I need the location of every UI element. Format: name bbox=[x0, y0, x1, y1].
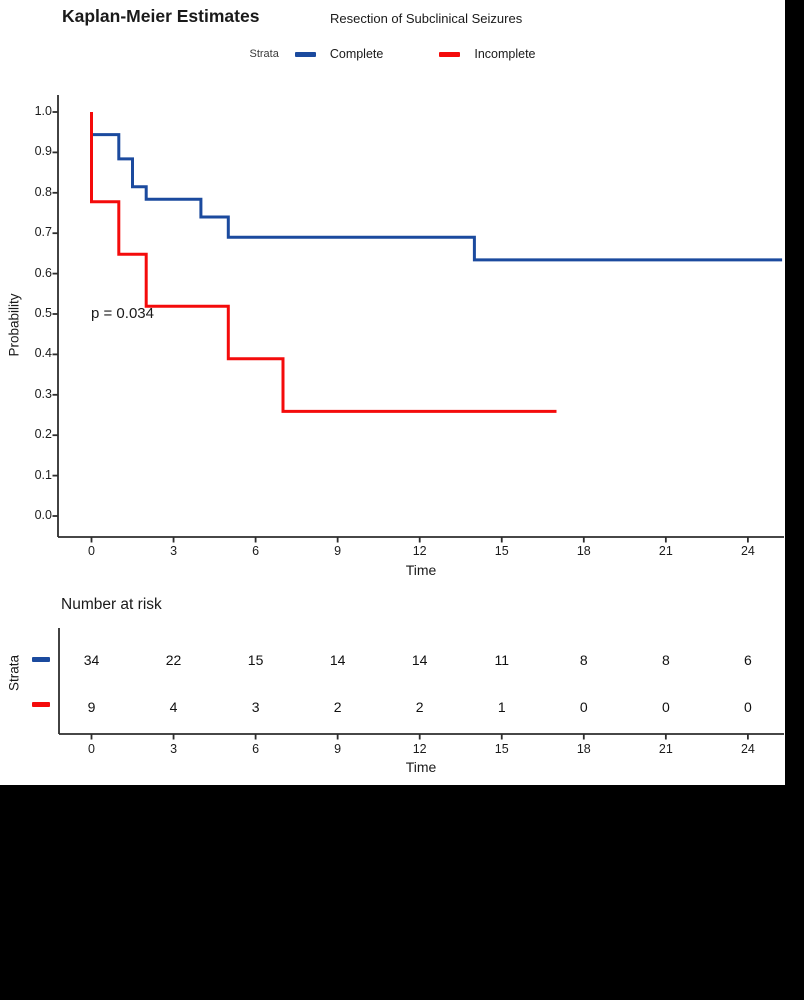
legend: Strata Complete Incomplete bbox=[0, 47, 785, 61]
risk-count-complete: 14 bbox=[329, 652, 346, 668]
x-tick-label: 15 bbox=[494, 544, 509, 558]
legend-item-incomplete: Incomplete bbox=[439, 47, 536, 61]
risk-count-incomplete: 3 bbox=[251, 699, 260, 715]
chart-title: Kaplan-Meier Estimates bbox=[62, 6, 260, 26]
risk-count-complete: 15 bbox=[247, 652, 264, 668]
legend-title: Strata bbox=[249, 48, 279, 60]
km-plot-svg bbox=[52, 95, 784, 740]
risk-count-complete: 22 bbox=[165, 652, 182, 668]
x-axis-title: Time bbox=[405, 562, 437, 578]
risk-x-tick-label: 9 bbox=[334, 742, 342, 756]
risk-table-title: Number at risk bbox=[61, 596, 162, 613]
x-tick-label: 24 bbox=[740, 544, 755, 558]
risk-count-complete: 11 bbox=[494, 652, 510, 668]
y-tick-label: 0.6 bbox=[34, 265, 52, 280]
risk-count-incomplete: 2 bbox=[415, 699, 424, 715]
x-tick-label: 21 bbox=[658, 544, 673, 558]
survival-curve-complete bbox=[91, 133, 783, 262]
risk-x-tick-label: 18 bbox=[576, 742, 591, 756]
x-tick-label: 6 bbox=[252, 544, 260, 558]
risk-row-complete-swatch-icon bbox=[32, 657, 50, 662]
risk-count-incomplete: 4 bbox=[169, 699, 178, 715]
risk-row-incomplete-swatch-icon bbox=[32, 702, 50, 707]
risk-x-tick-label: 12 bbox=[412, 742, 427, 756]
risk-x-tick-label: 3 bbox=[170, 742, 178, 756]
y-tick-label: 0.1 bbox=[34, 467, 52, 482]
risk-x-tick-label: 15 bbox=[494, 742, 509, 756]
risk-count-complete: 8 bbox=[579, 652, 588, 668]
risk-count-complete: 34 bbox=[83, 652, 100, 668]
legend-item-complete: Complete bbox=[294, 47, 384, 61]
y-tick-label: 0.4 bbox=[34, 346, 52, 361]
risk-count-incomplete: 9 bbox=[87, 699, 96, 715]
y-tick-label: 1.0 bbox=[34, 104, 52, 118]
risk-x-tick-label: 6 bbox=[252, 742, 260, 756]
chart-subtitle: Resection of Subclinical Seizures bbox=[330, 11, 523, 26]
plot-sheet: Kaplan-Meier Estimates Resection of Subc… bbox=[0, 0, 785, 785]
incomplete-line-swatch-icon bbox=[439, 51, 461, 57]
risk-count-incomplete: 1 bbox=[497, 699, 506, 715]
risk-x-tick-label: 24 bbox=[740, 742, 755, 756]
risk-count-incomplete: 0 bbox=[661, 699, 670, 715]
x-tick-label: 0 bbox=[88, 544, 95, 558]
x-tick-label: 18 bbox=[576, 544, 591, 558]
risk-count-incomplete: 0 bbox=[743, 699, 752, 715]
y-tick-label: 0.7 bbox=[34, 225, 52, 240]
risk-count-complete: 14 bbox=[411, 652, 428, 668]
risk-count-complete: 8 bbox=[661, 652, 670, 668]
x-tick-label: 9 bbox=[334, 544, 342, 558]
risk-count-incomplete: 0 bbox=[579, 699, 588, 715]
y-tick-label: 0.9 bbox=[34, 144, 52, 159]
risk-x-tick-label: 21 bbox=[658, 742, 673, 756]
risk-count-incomplete: 2 bbox=[333, 699, 342, 715]
risk-table-y-axis-title: Strata bbox=[6, 654, 22, 692]
y-tick-label: 0.3 bbox=[34, 386, 52, 401]
y-tick-label: 0.5 bbox=[34, 306, 52, 320]
risk-table-x-axis-title: Time bbox=[405, 759, 437, 775]
x-tick-label: 12 bbox=[412, 544, 427, 558]
complete-line-swatch-icon bbox=[294, 51, 316, 57]
survival-curve-incomplete bbox=[90, 112, 557, 413]
risk-count-complete: 6 bbox=[743, 652, 752, 668]
p-value-annotation: p = 0.034 bbox=[91, 305, 154, 322]
x-tick-label: 3 bbox=[170, 544, 178, 558]
y-tick-label: 0.0 bbox=[34, 508, 52, 522]
y-tick-label: 0.8 bbox=[34, 184, 52, 199]
legend-item-complete-label: Complete bbox=[329, 47, 384, 61]
risk-x-tick-label: 0 bbox=[88, 742, 95, 756]
legend-item-incomplete-label: Incomplete bbox=[474, 47, 536, 61]
y-tick-label: 0.2 bbox=[34, 427, 52, 442]
